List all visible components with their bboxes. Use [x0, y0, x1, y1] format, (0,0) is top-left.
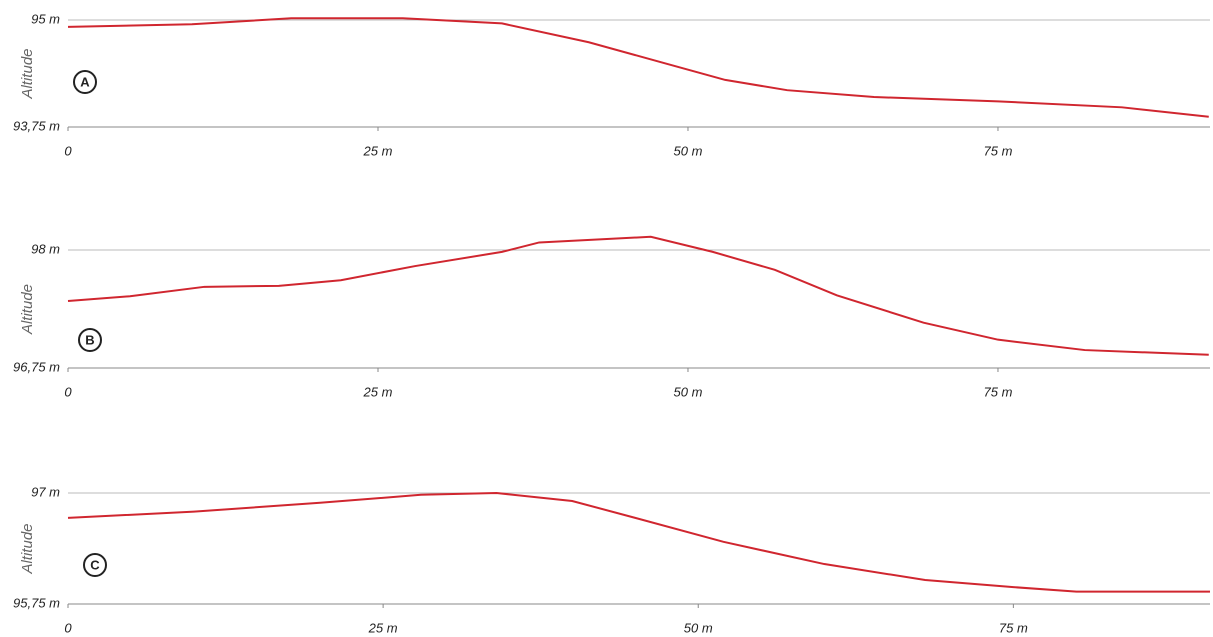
y-axis-label: Altitude	[19, 284, 36, 335]
y-tick-label: 95 m	[31, 11, 60, 26]
x-tick-label: 75 m	[999, 620, 1028, 635]
x-tick-label: 75 m	[984, 143, 1013, 158]
annotation: A	[80, 74, 90, 89]
y-tick-label: 98 m	[31, 241, 60, 256]
profile-line	[67, 235, 1209, 356]
annotation-circle	[83, 553, 107, 577]
y-axis-label: Altitude	[19, 48, 36, 99]
y-tick-label: 93,75 m	[13, 118, 60, 133]
x-tick-label: 50 m	[674, 143, 703, 158]
x-tick-label: 25 m	[363, 384, 393, 399]
y-tick-label: 96,75 m	[13, 359, 60, 374]
profile-line	[67, 17, 1209, 118]
annotation: B	[85, 332, 94, 347]
x-tick-label: 50 m	[674, 384, 703, 399]
profile-line	[67, 491, 1210, 593]
x-tick-label: 75 m	[984, 384, 1013, 399]
annotation-circle	[78, 328, 102, 352]
x-tick-label: 0	[64, 620, 72, 635]
x-tick-label: 25 m	[363, 143, 393, 158]
annotation-circle	[73, 70, 97, 94]
annotation: C	[90, 557, 100, 572]
y-axis-label: Altitude	[19, 523, 36, 574]
x-tick-label: 25 m	[368, 620, 398, 635]
y-tick-label: 97 m	[31, 484, 60, 499]
x-tick-label: 50 m	[684, 620, 713, 635]
x-tick-label: 0	[64, 384, 72, 399]
y-tick-label: 95,75 m	[13, 595, 60, 610]
x-tick-label: 0	[64, 143, 72, 158]
